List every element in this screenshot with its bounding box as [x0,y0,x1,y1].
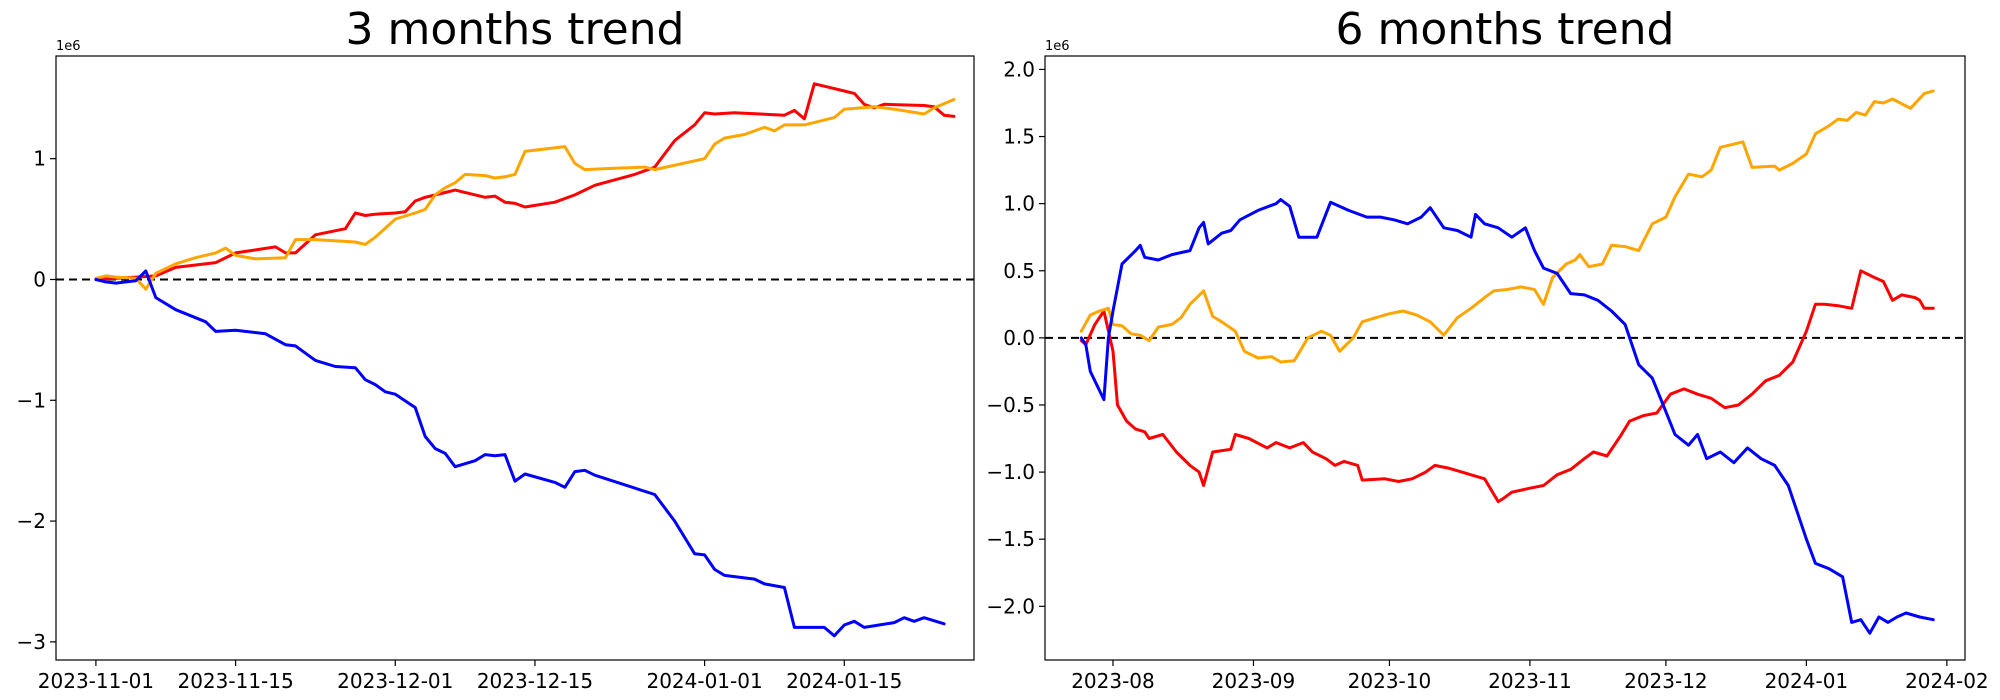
x-tick-label: 2024-01 [1765,669,1849,693]
y-tick-label: 1 [33,147,46,171]
x-tick-label: 2023-12 [1624,669,1708,693]
x-tick-label: 2023-08 [1071,669,1155,693]
series-line [94,269,946,638]
chart-title: 3 months trend [346,4,685,55]
y-tick-label: −1.0 [986,460,1035,484]
x-tick-label: 2023-12-01 [337,669,453,693]
series-line [1079,269,1935,504]
y-tick-label: −3 [17,630,46,654]
series-line [1079,89,1935,364]
chart-title: 6 months trend [1336,4,1675,55]
series-line [94,82,956,281]
chart-3-months: 3 months trend 1e6 −3 −2 −1 0 1 2023-11-01 202… [17,4,975,693]
x-tick-label: 2023-11-01 [38,669,154,693]
x-tick-label: 2023-12-15 [477,669,593,693]
x-tick-label: 2023-11 [1488,669,1572,693]
y-tick-label: −1.5 [986,527,1035,551]
series-line [1079,198,1935,635]
y-tick-label: 2.0 [1003,57,1035,81]
y-scale-label: 1e6 [56,39,81,54]
x-tick-label: 2023-11-15 [177,669,293,693]
y-tick-label: −2 [17,509,46,533]
series-line [94,98,956,291]
y-tick-label: 0.5 [1003,259,1035,283]
y-tick-label: −2.0 [986,594,1035,618]
x-tick-label: 2024-02 [1905,669,1989,693]
y-tick-label: 0.0 [1003,326,1035,350]
x-tick-label: 2024-01-15 [786,669,902,693]
x-tick-label: 2023-09 [1212,669,1296,693]
y-tick-label: 0 [33,267,46,291]
y-tick-label: −0.5 [986,393,1035,417]
x-tick-label: 2024-01-01 [646,669,762,693]
y-tick-label: 1.5 [1003,125,1035,149]
plot-frame [55,55,975,661]
y-scale-label: 1e6 [1045,39,1070,54]
plot-frame [1044,55,1966,661]
x-tick-label: 2023-10 [1348,669,1432,693]
y-tick-label: −1 [17,388,46,412]
chart-6-months: 6 months trend 1e6 −2.0 −1.5 −1.0 −0.5 0.0 0.… [986,4,1988,693]
y-tick-label: 1.0 [1003,192,1035,216]
